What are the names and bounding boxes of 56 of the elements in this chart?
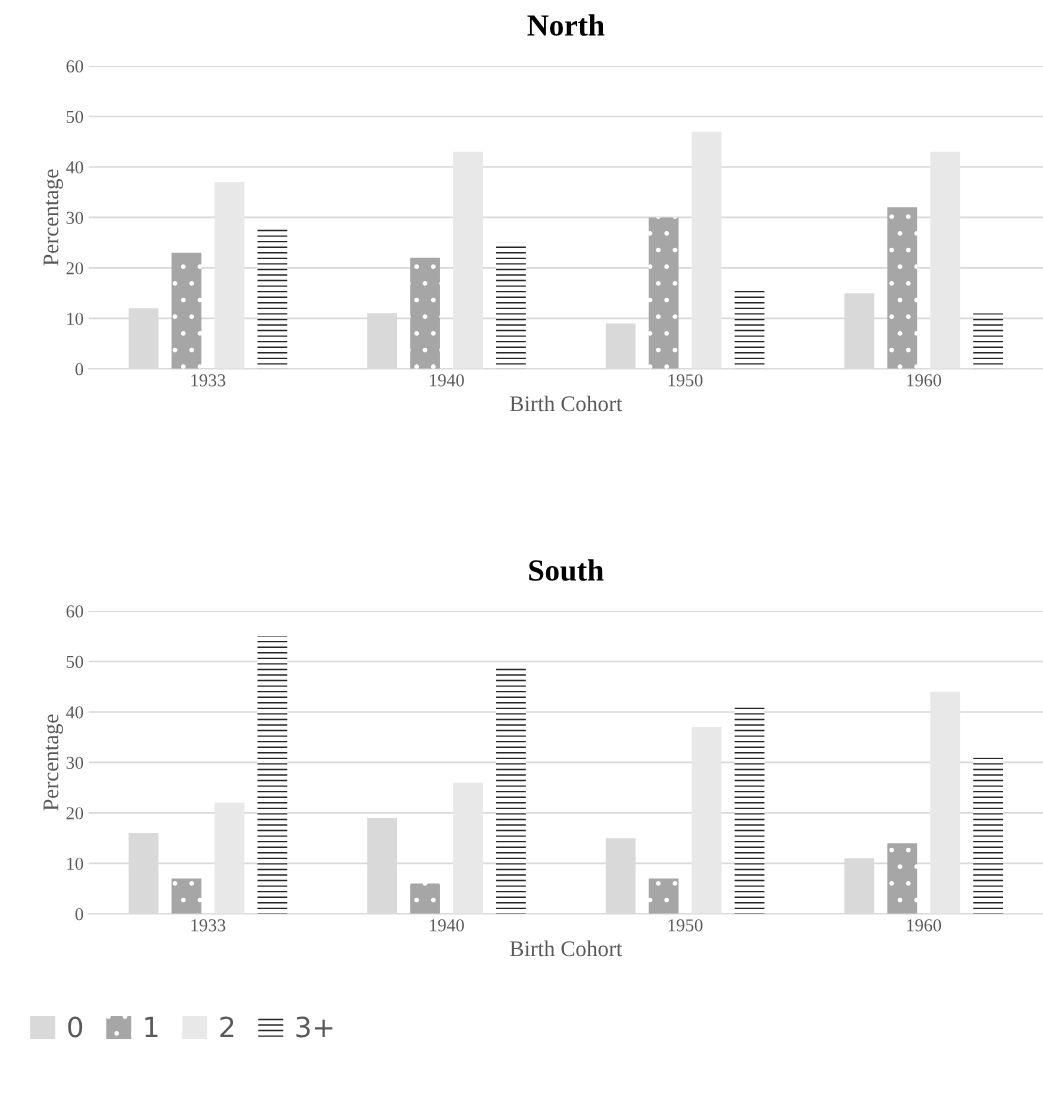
y-axis-title: Percentage	[43, 169, 63, 266]
y-tick-label: 60	[66, 60, 84, 73]
y-tick-label: 40	[66, 706, 84, 719]
bar	[648, 217, 679, 369]
legend-label: 1	[145, 1016, 158, 1038]
bar	[214, 182, 245, 369]
bar	[691, 131, 722, 369]
bar	[496, 666, 526, 914]
x-tick-label: 1960	[907, 919, 942, 932]
x-tick-label: 1960	[907, 374, 942, 387]
y-tick-label: 10	[67, 857, 84, 870]
x-axis-title: Birth Cohort	[509, 940, 623, 957]
bar	[973, 313, 1004, 369]
bar	[214, 802, 245, 914]
bar	[691, 727, 722, 914]
bar	[605, 323, 636, 369]
y-tick-label: 20	[66, 807, 84, 820]
x-tick-label: 1933	[191, 374, 226, 387]
bar	[410, 883, 440, 914]
bar	[930, 691, 961, 914]
y-axis-title: Percentage	[43, 714, 63, 811]
legend-label: 3+	[296, 1016, 333, 1038]
x-tick-label: 1933	[191, 919, 226, 932]
y-tick-label: 50	[66, 110, 84, 123]
bar	[887, 843, 918, 914]
bar	[734, 288, 765, 369]
bar	[887, 207, 918, 369]
y-tick-label: 0	[75, 363, 84, 376]
y-tick-label: 40	[66, 161, 84, 174]
x-tick-label: 1940	[430, 919, 464, 932]
bar	[496, 242, 526, 369]
bar	[257, 227, 288, 369]
bar	[171, 252, 202, 369]
bar	[171, 878, 202, 914]
y-tick-label: 10	[67, 312, 84, 325]
y-tick-label: 30	[66, 756, 84, 769]
y-tick-label: 60	[66, 605, 84, 618]
x-tick-label: 1950	[668, 919, 703, 932]
bar	[453, 151, 483, 369]
y-tick-label: 0	[75, 908, 84, 921]
bar	[410, 257, 440, 369]
bar	[734, 706, 765, 914]
x-axis-title: Birth Cohort	[509, 395, 623, 412]
bar	[930, 151, 961, 369]
y-tick-label: 30	[66, 211, 84, 224]
y-tick-label: 20	[66, 262, 84, 275]
legend-label: 2	[220, 1016, 234, 1038]
y-tick-label: 50	[66, 655, 84, 668]
bar	[257, 636, 288, 914]
bar	[648, 878, 679, 914]
x-tick-label: 1940	[430, 374, 464, 387]
chart-title: North	[527, 14, 605, 36]
bar	[973, 757, 1004, 914]
chart-title: South	[529, 559, 604, 581]
x-tick-label: 1950	[668, 374, 703, 387]
bar	[453, 782, 483, 914]
